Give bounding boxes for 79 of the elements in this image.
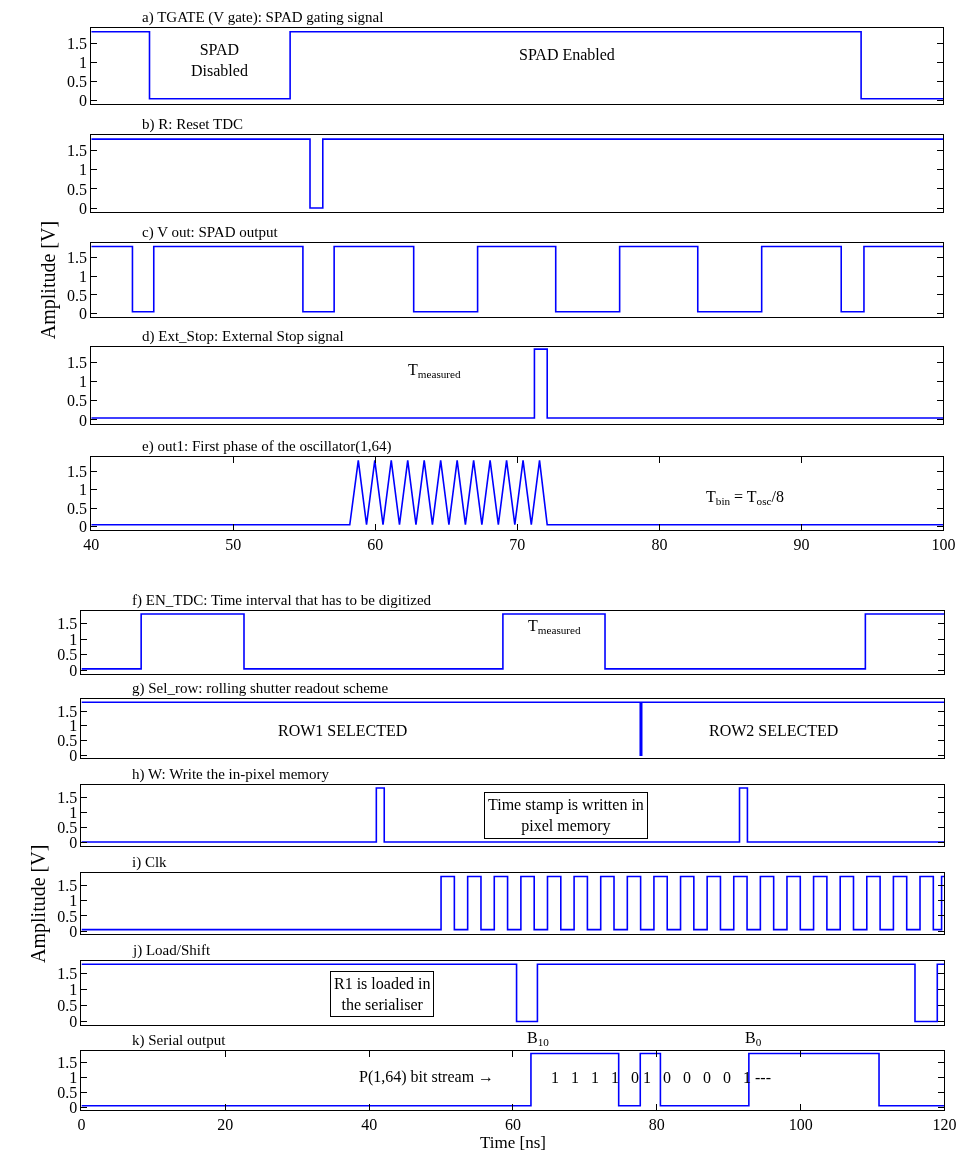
x-tick-label: 80 xyxy=(651,536,668,554)
y-tick-label: 1.5 xyxy=(57,702,78,720)
y-axis-title: Amplitude [V] xyxy=(36,220,60,340)
y-tick-label: 0.5 xyxy=(67,392,88,410)
y-tick-label: 1 xyxy=(69,630,78,648)
y-tick-label: 0.5 xyxy=(67,73,88,91)
y-tick-label: 1 xyxy=(79,53,88,71)
y-tick-label: 1.5 xyxy=(67,462,88,480)
chart-title: f) EN_TDC: Time interval that has to be digitized xyxy=(132,592,432,609)
y-tick-label: 0.5 xyxy=(67,286,88,304)
y-tick-label: 1.5 xyxy=(67,354,88,372)
x-tick-label: 120 xyxy=(932,1116,957,1134)
annotation: ROW2 SELECTED xyxy=(709,722,839,739)
y-tick-label: 0 xyxy=(69,922,78,940)
x-tick-label: 40 xyxy=(361,1116,378,1134)
annotation: SPAD Enabled xyxy=(519,46,615,63)
annotation: T$_{measured}$ xyxy=(408,361,462,381)
y-tick-label: 1.5 xyxy=(57,965,78,983)
x-tick-label: 100 xyxy=(788,1116,813,1134)
chart-title: a) TGATE (V gate): SPAD gating signal xyxy=(142,9,384,26)
chart-title: g) Sel_row: rolling shutter readout scheme xyxy=(132,680,389,697)
y-tick-label: 0.5 xyxy=(57,997,78,1015)
y-tick-label: 0 xyxy=(79,305,88,323)
y-tick-label: 1 xyxy=(79,481,88,499)
x-tick-label: 70 xyxy=(509,536,526,554)
annotation: Time stamp is written in pixel memory xyxy=(488,796,644,835)
chart-title: i) Clk xyxy=(132,854,168,871)
y-tick-label: 0.5 xyxy=(57,907,78,925)
y-tick-label: 1.5 xyxy=(57,877,78,895)
chart-title: c) V out: SPAD output xyxy=(142,224,279,241)
annotation: P(1,64) bit stream → xyxy=(359,1068,495,1086)
x-tick-label: 20 xyxy=(217,1116,234,1134)
x-tick-label: 80 xyxy=(648,1116,665,1134)
y-axis-title: Amplitude [V] xyxy=(26,844,50,963)
chart-title: k) Serial output xyxy=(132,1032,227,1049)
x-tick-label: 90 xyxy=(793,536,810,554)
x-tick-label: 100 xyxy=(931,536,956,554)
y-tick-label: 0.5 xyxy=(67,499,88,517)
y-tick-label: 1 xyxy=(69,717,78,735)
y-tick-label: 0.5 xyxy=(67,180,88,198)
annotation: SPAD Disabled xyxy=(191,41,248,79)
y-tick-label: 1 xyxy=(79,267,88,285)
y-tick-label: 0 xyxy=(79,411,88,429)
y-tick-label: 1 xyxy=(79,161,88,179)
y-tick-label: 0.5 xyxy=(57,646,78,664)
x-tick-label: 50 xyxy=(225,536,242,554)
chart-title: d) Ext_Stop: External Stop signal xyxy=(142,328,344,345)
x-axis-title: Time [ns] xyxy=(479,1133,546,1153)
text: B$_{0}$ xyxy=(745,1029,762,1049)
y-tick-label: 1 xyxy=(69,981,78,999)
annotation: T$_{bin}$ = T$_{osc}$/8 xyxy=(706,488,784,508)
text: B$_{10}$ xyxy=(527,1029,550,1049)
annotation: T$_{measured}$ xyxy=(528,617,582,637)
y-tick-label: 0 xyxy=(79,92,88,110)
y-tick-label: 1.5 xyxy=(57,788,78,806)
x-tick-label: 60 xyxy=(367,536,384,554)
annotation: R1 is loaded in the serialiser xyxy=(334,975,431,1013)
x-tick-label: 60 xyxy=(504,1116,521,1134)
annotation: ROW1 SELECTED xyxy=(278,722,408,739)
y-tick-label: 1.5 xyxy=(67,249,88,267)
x-tick-label: 40 xyxy=(83,536,100,554)
chart-title: e) out1: First phase of the oscillator(1,64) xyxy=(142,438,392,455)
y-tick-label: 1.5 xyxy=(67,34,88,52)
y-tick-label: 0 xyxy=(79,199,88,217)
chart-title: b) R: Reset TDC xyxy=(142,116,243,133)
y-tick-label: 1 xyxy=(79,373,88,391)
chart-title: h) W: Write the in-pixel memory xyxy=(132,766,330,783)
y-tick-label: 1 xyxy=(69,892,78,910)
y-tick-label: 0 xyxy=(69,834,78,852)
y-tick-label: 1.5 xyxy=(67,142,88,160)
y-tick-label: 1.5 xyxy=(57,614,78,632)
y-tick-label: 0 xyxy=(69,661,78,679)
chart-title: j) Load/Shift xyxy=(132,942,211,959)
y-tick-label: 0.5 xyxy=(57,819,78,837)
y-tick-label: 0 xyxy=(69,1098,78,1116)
y-tick-label: 1.5 xyxy=(57,1054,78,1072)
y-tick-label: 0 xyxy=(79,518,88,536)
y-tick-label: 1 xyxy=(69,803,78,821)
y-tick-label: 0 xyxy=(69,1013,78,1031)
